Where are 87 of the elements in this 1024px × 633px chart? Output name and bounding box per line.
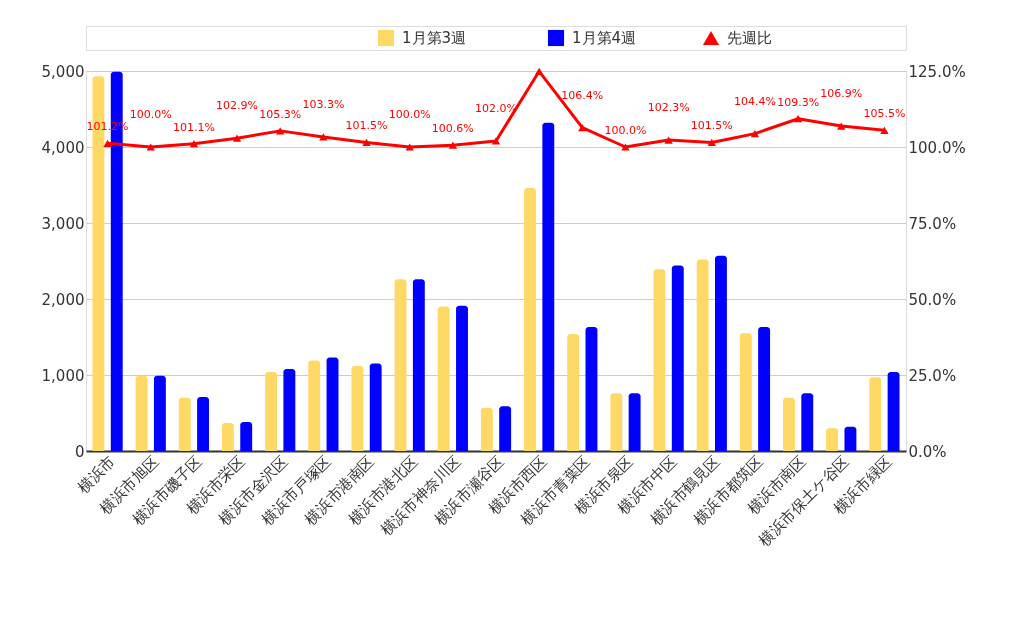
bar	[326, 357, 339, 451]
data-label: 100.0%	[129, 108, 172, 121]
data-label: 105.3%	[259, 107, 302, 121]
data-label: 101.5%	[690, 119, 733, 133]
bar	[480, 407, 493, 451]
bar	[844, 426, 857, 451]
data-label: 103.3%	[302, 97, 345, 111]
bar	[178, 397, 191, 451]
bar	[308, 360, 321, 451]
point	[750, 130, 760, 138]
bar	[801, 393, 814, 451]
bar	[197, 397, 209, 451]
bar	[826, 428, 839, 451]
bar	[153, 375, 166, 451]
bar	[437, 306, 450, 451]
point	[319, 133, 328, 141]
y-tick-label: 1,000	[41, 366, 85, 385]
data-label: 101.1%	[172, 120, 215, 134]
bar	[758, 327, 771, 451]
point	[362, 138, 371, 147]
bar	[628, 393, 641, 451]
bar	[610, 393, 623, 451]
legend-label: 1月第3週	[402, 29, 467, 47]
data-label: 102.9%	[216, 99, 259, 113]
data-label: 105.5%	[863, 107, 906, 121]
y-tick-label: 2,000	[41, 290, 85, 309]
point	[146, 143, 155, 151]
point	[880, 126, 889, 134]
bar	[739, 333, 752, 451]
y2-tick-label: 100.0%	[908, 138, 966, 157]
point	[448, 141, 458, 149]
bar	[456, 305, 468, 451]
point	[103, 139, 112, 147]
point	[621, 143, 630, 151]
bar	[653, 269, 666, 451]
bar	[887, 371, 900, 451]
y-tick-label: 5,000	[41, 62, 85, 81]
legend-label: 先週比	[727, 29, 772, 47]
bar	[135, 375, 148, 451]
y2-tick-label: 25.0%	[908, 366, 957, 385]
data-label: 106.4%	[561, 88, 604, 102]
point	[276, 127, 285, 135]
point	[707, 138, 716, 147]
y2-tick-label: 125.0%	[908, 62, 966, 81]
bar	[221, 422, 234, 451]
data-label: 101.2%	[86, 120, 129, 134]
data-label: 100.6%	[431, 122, 474, 136]
point	[793, 115, 803, 123]
bar	[671, 265, 684, 451]
point	[189, 140, 199, 148]
point	[491, 137, 501, 145]
point	[578, 123, 587, 132]
bar	[567, 333, 580, 451]
bar	[351, 365, 364, 451]
point	[405, 143, 414, 151]
bar	[265, 371, 278, 451]
point	[837, 122, 846, 130]
bar	[240, 422, 253, 451]
bar	[585, 327, 598, 451]
bar	[369, 363, 382, 451]
data-label: 100.0%	[388, 108, 431, 121]
bar	[869, 377, 882, 451]
point	[534, 67, 544, 75]
y2-tick-label: 50.0%	[908, 290, 957, 309]
y-tick-label: 3,000	[41, 214, 85, 233]
bar	[542, 122, 555, 451]
bar	[394, 279, 407, 451]
y2-tick-label: 75.0%	[908, 214, 957, 233]
bar	[412, 279, 425, 451]
data-label: 106.9%	[820, 87, 863, 101]
point	[664, 136, 673, 144]
point	[232, 134, 242, 142]
data-label: 102.3%	[647, 101, 690, 115]
data-label: 100.0%	[604, 124, 647, 137]
data-label: 109.3%	[777, 95, 820, 109]
legend-label: 1月第4週	[572, 29, 637, 47]
bar	[524, 188, 536, 451]
data-label: 104.4%	[733, 94, 776, 108]
y-tick-label: 4,000	[41, 138, 85, 157]
bar	[499, 406, 512, 451]
y-tick-label: 0	[74, 442, 85, 461]
data-label: 101.5%	[345, 119, 388, 133]
y2-tick-label: 0.0%	[908, 442, 947, 461]
bar	[783, 397, 795, 451]
bar	[283, 368, 296, 451]
bar	[714, 255, 727, 451]
bar	[696, 259, 709, 451]
